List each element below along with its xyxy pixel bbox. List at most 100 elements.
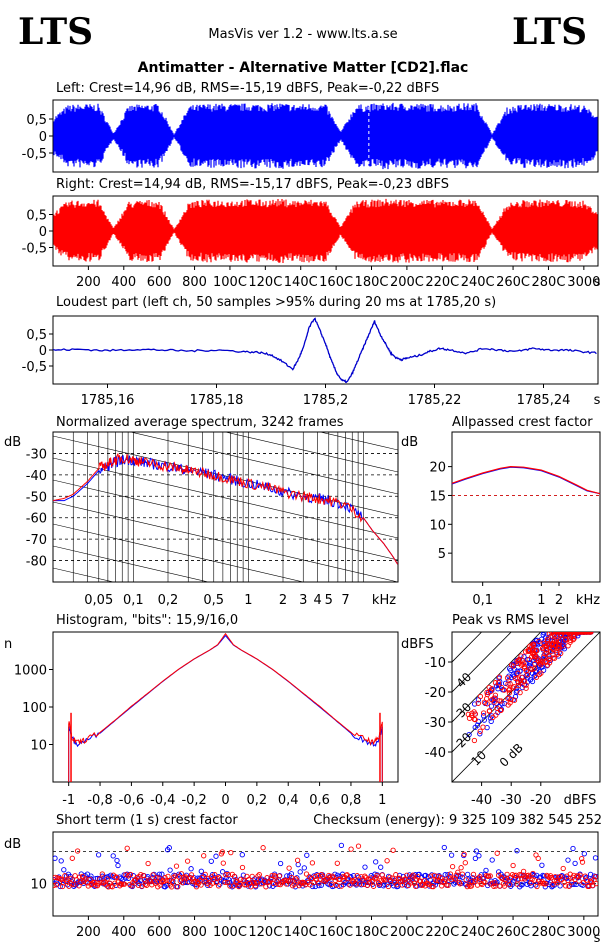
pvr-xtick-label: -30	[501, 793, 522, 808]
short-crest-point-right	[144, 882, 150, 888]
histogram-line-left	[68, 634, 383, 782]
spectrum-slope-line	[53, 501, 398, 582]
short-crest-point-left	[208, 858, 214, 864]
short-crest-point-right	[494, 850, 500, 856]
short-crest-point-left	[580, 882, 586, 888]
pvr-point-right	[546, 653, 553, 660]
short-crest-point-right	[294, 857, 301, 863]
short-crest-point-right	[82, 877, 88, 883]
right_waveform-xtick-label: 240C	[461, 275, 495, 290]
short-crest-point-right	[355, 843, 362, 849]
short-crest-point-right	[256, 871, 262, 878]
short-crest-point-left	[539, 862, 545, 868]
short-crest-point-left	[288, 871, 295, 877]
short-crest-point-right	[260, 845, 266, 851]
pvr-point-right	[465, 711, 471, 718]
short-crest-xtick-label: 600	[147, 925, 172, 940]
pvr-point-left	[471, 701, 478, 707]
short-crest-point-left	[58, 858, 64, 864]
short-crest-point-right	[59, 883, 66, 890]
short-crest-point-right	[184, 858, 191, 864]
short-crest-point-right	[457, 881, 463, 887]
right_waveform-xtick-label: 280C	[532, 275, 566, 290]
pvr-point-right	[580, 632, 586, 635]
right_waveform-xtick-label: 180C	[355, 275, 389, 290]
pvr-point-left	[487, 715, 494, 721]
short-crest-point-right	[172, 873, 179, 879]
histogram-title: Histogram, "bits": 15,9/16,0	[56, 613, 238, 628]
short-crest-point-right	[520, 868, 527, 875]
peak-vs-rms-title: Peak vs RMS level	[452, 613, 569, 628]
short-crest-point-right	[548, 875, 555, 881]
short-crest-point-right	[109, 884, 115, 890]
short-crest-point-right	[534, 883, 540, 890]
pvr-point-right	[549, 641, 555, 648]
pvr-point-right	[554, 650, 560, 656]
short-crest-point-right	[477, 874, 483, 880]
short-crest-point-right	[579, 855, 585, 862]
pvr-point-right	[492, 680, 499, 686]
short-crest-point-right	[579, 859, 586, 865]
pvr-point-right	[573, 632, 580, 635]
short-crest-point-right	[593, 880, 598, 887]
pvr-point-right	[566, 632, 573, 637]
pvr-diagonal	[452, 632, 512, 693]
short-crest-ytick-label: 10	[30, 878, 47, 893]
logo-left: LTS	[18, 11, 93, 53]
pvr-frame	[451, 631, 601, 783]
pvr-diagonal-label: 10	[468, 748, 489, 769]
right_waveform-xtick-label: 200C	[390, 275, 424, 290]
pvr-point-right	[506, 686, 513, 692]
loudest-xtick-label: 1785,2	[303, 393, 349, 408]
short-crest-point-right	[212, 872, 218, 878]
short-crest-point-right	[151, 879, 157, 885]
spectrum-slope-line	[53, 523, 305, 582]
short-crest-point-right	[504, 871, 510, 878]
pvr-point-right	[546, 656, 552, 663]
pvr-point-right	[519, 657, 525, 663]
short-crest-point-left	[465, 871, 471, 878]
short-crest-point-right	[150, 872, 156, 878]
pvr-point-right	[484, 701, 490, 707]
short-crest-point-left	[295, 861, 301, 868]
pvr-point-right	[495, 680, 502, 686]
short-crest-point-right	[381, 877, 387, 883]
short-crest-xtick-label: 280C	[532, 925, 566, 940]
pvr-point-left	[536, 663, 542, 669]
short-crest-point-right	[141, 876, 147, 883]
short-crest-point-right	[473, 876, 479, 883]
pvr-point-right	[498, 698, 504, 704]
short-crest-point-right	[241, 882, 248, 888]
pvr-point-right	[512, 675, 519, 682]
short-crest-point-right	[525, 872, 532, 878]
short-crest-point-left	[156, 871, 163, 877]
short-crest-point-left	[294, 875, 300, 881]
short-crest-point-right	[419, 882, 425, 888]
short-crest-point-right	[518, 872, 524, 878]
pvr-point-right	[471, 709, 477, 715]
pvr-point-right	[472, 716, 478, 723]
pvr-y-unit: dBFS	[401, 637, 434, 652]
short-crest-point-right	[408, 880, 414, 886]
short-crest-xtick-label: 160C	[319, 925, 353, 940]
short-crest-point-left	[114, 857, 120, 864]
short-crest-point-right	[95, 881, 102, 887]
short-crest-point-left	[514, 848, 520, 854]
crest-allpassed-title: Allpassed crest factor	[452, 415, 593, 430]
short-crest-point-right	[500, 881, 507, 887]
short-crest-point-left	[441, 844, 447, 851]
pvr-ytick-label: -30	[425, 716, 446, 731]
short-crest-point-right	[394, 882, 400, 888]
short-crest-point-right	[135, 882, 142, 888]
short-crest-point-right	[254, 879, 260, 886]
pvr-point-right	[505, 702, 511, 708]
short-crest-point-right	[399, 882, 405, 888]
crest-y-unit: dB	[401, 435, 418, 450]
short-crest-point-right	[53, 874, 58, 881]
pvr-point-right	[566, 632, 572, 635]
short-crest-point-right	[380, 876, 387, 882]
short-crest-xtick-label: 180C	[355, 925, 389, 940]
short-crest-plot	[53, 842, 598, 890]
short-crest-point-right	[348, 846, 354, 852]
